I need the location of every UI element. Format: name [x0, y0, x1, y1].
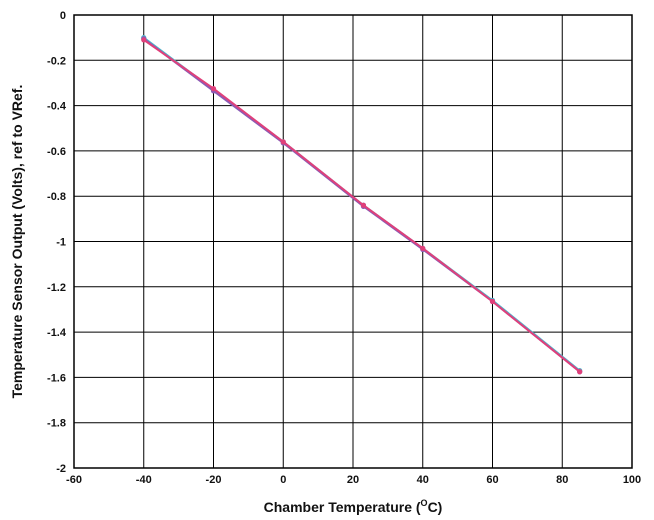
data-point — [489, 298, 496, 305]
y-tick-label: -0.8 — [47, 191, 66, 203]
y-tick-label: -1.8 — [47, 418, 66, 430]
data-point — [141, 37, 147, 43]
x-axis-title: Chamber Temperature (OC) — [264, 498, 443, 515]
x-axis-title-superscript: O — [421, 498, 428, 508]
data-point — [280, 139, 286, 145]
data-point — [577, 369, 583, 375]
x-tick-label: 20 — [347, 474, 359, 486]
y-tick-label: -0.4 — [47, 101, 67, 113]
y-tick-label: -1 — [56, 237, 66, 249]
series-layer — [141, 35, 583, 375]
y-tick-label: -1.2 — [47, 282, 66, 294]
x-tick-label: 40 — [417, 474, 429, 486]
y-axis-title: Temperature Sensor Output (Volts), ref t… — [9, 85, 25, 399]
x-axis-title-suffix: C) — [428, 499, 443, 515]
x-tick-label: -60 — [66, 474, 82, 486]
y-tick-labels: 0 -0.2 -0.4 -0.6 -0.8 -1 -1.2 -1.4 -1.6 -1.8 -2 — [47, 10, 67, 475]
x-tick-label: 80 — [556, 474, 568, 486]
y-tick-label: -0.2 — [47, 55, 66, 67]
y-tick-label: -1.6 — [47, 372, 66, 384]
data-point — [420, 245, 426, 251]
x-tick-label: -20 — [206, 474, 222, 486]
x-tick-label: -40 — [136, 474, 152, 486]
y-tick-label: -0.6 — [47, 146, 66, 158]
x-tick-label: 100 — [623, 474, 641, 486]
y-tick-label: 0 — [60, 10, 66, 22]
data-point — [210, 86, 217, 92]
plot-area-frame — [73, 14, 633, 469]
grid — [74, 15, 632, 468]
x-tick-label: 60 — [486, 474, 498, 486]
data-point — [360, 202, 367, 208]
x-tick-label: 0 — [280, 474, 286, 486]
x-axis-title-prefix: Chamber Temperature ( — [264, 499, 421, 515]
series-3 — [141, 37, 583, 375]
y-tick-label: -2 — [56, 463, 66, 475]
y-tick-label: -1.4 — [47, 327, 67, 339]
x-tick-labels: -60 -40 -20 0 20 40 60 80 100 — [66, 474, 641, 486]
